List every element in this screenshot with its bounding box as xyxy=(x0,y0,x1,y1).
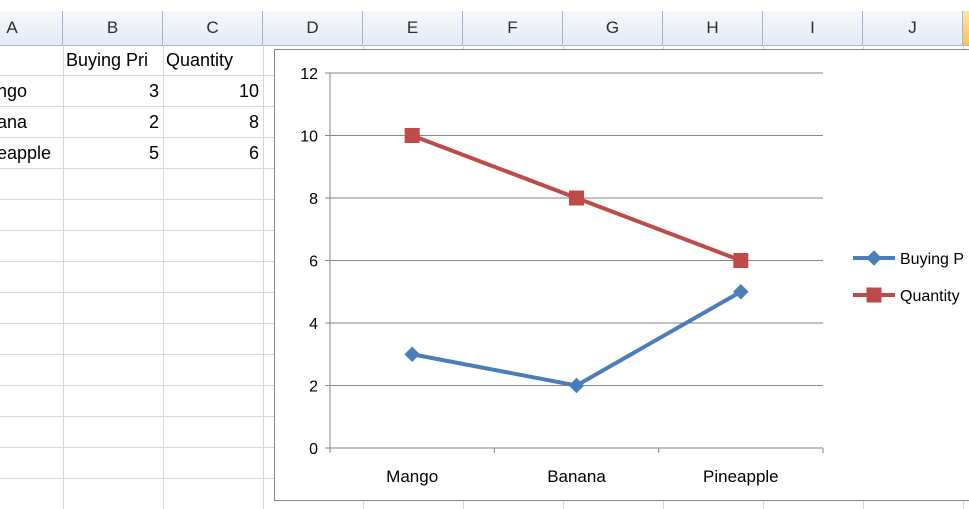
cell-c4[interactable]: 6 xyxy=(248,143,259,163)
column-header-j[interactable]: J xyxy=(863,11,963,45)
legend-label-1: Buying P xyxy=(900,251,964,268)
column-header-f[interactable]: F xyxy=(463,11,563,45)
y-tick-label: 0 xyxy=(309,441,318,458)
column-header-a[interactable]: A xyxy=(0,11,63,45)
column-header-i[interactable]: I xyxy=(763,11,863,45)
cell-c1[interactable]: Quantity xyxy=(166,50,234,70)
y-tick-label: 4 xyxy=(309,316,318,333)
y-tick-label: 10 xyxy=(300,129,318,146)
data-point-1-mango[interactable] xyxy=(404,346,420,362)
cell-c2[interactable]: 10 xyxy=(238,81,259,101)
cell-b3[interactable]: 2 xyxy=(148,112,159,132)
series-line-1[interactable] xyxy=(410,289,743,388)
cell-a2[interactable]: ngo xyxy=(0,81,28,101)
data-point-1-banana[interactable] xyxy=(568,377,585,394)
legend-marker-1[interactable] xyxy=(866,250,882,266)
column-header-c[interactable]: C xyxy=(163,11,263,45)
column-header-k[interactable] xyxy=(963,11,969,45)
chart-svg: 0 2 4 6 8 10 12 Mango Banana Pineapple Buying P Qua… xyxy=(300,66,964,486)
data-point-2-banana[interactable] xyxy=(569,190,584,206)
cell-a3[interactable]: ana xyxy=(0,112,28,132)
column-headers: A B C D E F G H I J xyxy=(0,11,969,46)
x-tick-label: Mango xyxy=(386,467,438,486)
column-header-h[interactable]: H xyxy=(663,11,763,45)
data-point-1-pineapple[interactable] xyxy=(733,284,749,300)
line-chart[interactable]: 0 2 4 6 8 10 12 Mango Banana Pineapple Buying P Qua… xyxy=(274,49,969,501)
y-tick-label: 12 xyxy=(300,66,318,83)
data-point-2-pineapple[interactable] xyxy=(733,253,749,268)
cell-b4[interactable]: 5 xyxy=(148,143,159,163)
column-header-e[interactable]: E xyxy=(363,11,463,45)
column-header-d[interactable]: D xyxy=(263,11,363,45)
y-tick-label: 6 xyxy=(309,254,318,271)
x-tick-label: Pineapple xyxy=(703,467,779,486)
legend-marker-2[interactable] xyxy=(866,287,882,303)
cell-b1[interactable]: Buying Pri xyxy=(66,50,149,70)
cell-b2[interactable]: 3 xyxy=(148,81,159,101)
y-tick-label: 2 xyxy=(309,379,318,396)
cell-a4[interactable]: eapple xyxy=(0,143,52,163)
x-tick-label: Banana xyxy=(547,467,606,486)
y-tick-label: 8 xyxy=(309,191,318,208)
column-header-g[interactable]: G xyxy=(563,11,663,45)
data-point-2-mango[interactable] xyxy=(404,128,420,143)
column-header-b[interactable]: B xyxy=(63,11,163,45)
cell-c3[interactable]: 8 xyxy=(248,112,259,132)
legend-label-2: Quantity xyxy=(900,288,960,305)
